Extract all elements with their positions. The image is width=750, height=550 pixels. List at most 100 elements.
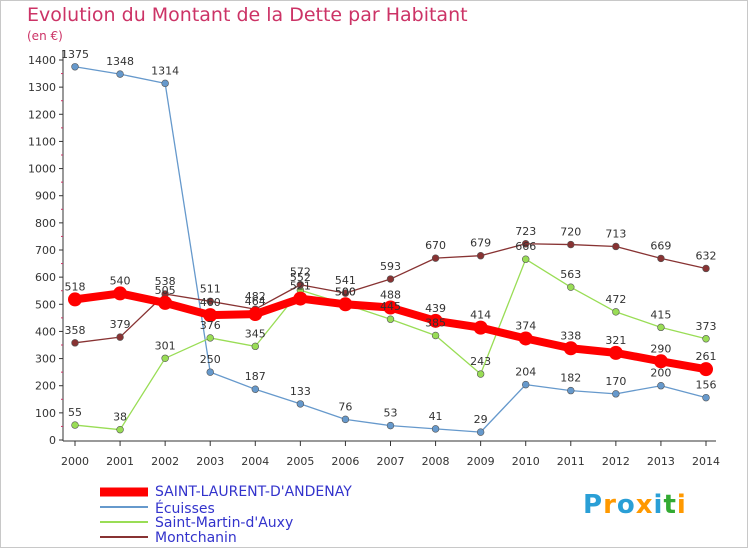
data-label: 482 [245, 290, 266, 303]
data-point [248, 307, 263, 322]
data-label: 723 [515, 225, 536, 238]
data-label: 338 [560, 329, 581, 342]
data-point [702, 393, 710, 402]
data-point [161, 79, 169, 88]
data-label: 460 [200, 296, 221, 309]
data-point [612, 308, 620, 316]
data-label: 670 [425, 239, 446, 252]
data-point [657, 323, 665, 332]
data-label: 472 [605, 293, 626, 306]
data-point [431, 425, 440, 433]
data-point [113, 286, 128, 301]
y-tick-label: 100 [35, 407, 56, 420]
data-label: 538 [155, 275, 176, 288]
data-label: 632 [696, 249, 717, 262]
x-tick-label: 2000 [61, 455, 89, 468]
x-tick-label: 2002 [151, 455, 179, 468]
data-point [657, 254, 665, 263]
data-point [386, 421, 395, 430]
y-tick-label: 0 [49, 434, 56, 447]
data-point [386, 275, 395, 283]
data-label: 572 [290, 266, 311, 279]
data-label: 301 [155, 339, 176, 352]
chart-title: Evolution du Montant de la Dette par Hab… [27, 4, 468, 26]
data-label: 53 [384, 407, 398, 420]
data-label: 374 [515, 319, 536, 332]
data-label: 563 [560, 268, 581, 281]
data-label: 133 [290, 385, 311, 398]
data-label: 439 [425, 302, 446, 315]
data-point [206, 368, 214, 376]
data-point [296, 400, 305, 408]
data-point [522, 240, 530, 248]
data-label: 243 [470, 355, 491, 368]
x-tick-label: 2001 [106, 455, 134, 468]
data-label: 541 [335, 274, 356, 287]
legend-label-saint-martin: Saint-Martin-d'Auxy [155, 515, 294, 531]
data-point [476, 252, 485, 260]
data-label: 29 [474, 413, 488, 426]
data-point [428, 313, 443, 328]
data-point [473, 320, 488, 335]
data-point [68, 292, 82, 307]
data-label: 379 [110, 318, 131, 331]
data-point [431, 331, 440, 340]
data-label: 187 [245, 370, 266, 383]
x-tick-label: 2009 [467, 455, 495, 468]
y-tick-label: 600 [35, 271, 56, 284]
data-point [293, 291, 308, 306]
data-point [383, 300, 398, 315]
data-label: 182 [560, 372, 581, 385]
data-point [116, 333, 124, 341]
data-label: 414 [470, 309, 491, 322]
data-label: 521 [290, 280, 311, 293]
x-tick-label: 2003 [196, 455, 224, 468]
x-tick-label: 2006 [331, 455, 359, 468]
data-label: 445 [380, 300, 401, 313]
x-tick-label: 2014 [692, 455, 720, 468]
y-axis-unit-label: (en €) [27, 29, 63, 43]
data-label: 552 [290, 271, 311, 284]
data-label: 500 [335, 285, 356, 298]
data-label: 505 [155, 284, 176, 297]
data-point [158, 295, 173, 310]
data-point [71, 63, 79, 71]
data-label: 204 [515, 366, 536, 379]
x-tick-label: 2010 [512, 455, 540, 468]
data-label: 261 [696, 350, 717, 363]
data-point [612, 390, 620, 398]
x-tick-label: 2012 [602, 455, 630, 468]
data-point [71, 421, 79, 429]
data-point [203, 308, 218, 323]
data-label: 55 [68, 406, 82, 419]
data-point [567, 240, 575, 249]
y-tick-label: 300 [35, 353, 56, 366]
data-point [71, 339, 79, 347]
y-tick-label: 1400 [28, 54, 56, 67]
data-point [296, 281, 305, 289]
x-tick-label: 2011 [557, 455, 585, 468]
data-point [431, 254, 440, 262]
data-point [161, 354, 169, 362]
data-label: 321 [605, 334, 626, 347]
data-point [612, 242, 620, 251]
data-label: 679 [470, 237, 491, 250]
data-label: 518 [65, 280, 86, 293]
data-label: 500 [335, 285, 356, 298]
y-tick-label: 400 [35, 325, 56, 338]
data-point [518, 331, 533, 346]
y-tick-label: 700 [35, 244, 56, 257]
data-label: 415 [650, 308, 671, 321]
y-tick-label: 1200 [28, 108, 56, 121]
data-label: 666 [515, 240, 536, 253]
data-point [702, 264, 710, 273]
data-point [653, 354, 668, 369]
data-point [251, 342, 259, 351]
data-label: 713 [605, 227, 626, 240]
proxiti-logo: Proxiti [583, 490, 687, 520]
x-tick-label: 2013 [647, 455, 675, 468]
data-label: 1375 [61, 48, 89, 61]
data-label: 373 [696, 320, 717, 333]
data-point [522, 380, 530, 389]
